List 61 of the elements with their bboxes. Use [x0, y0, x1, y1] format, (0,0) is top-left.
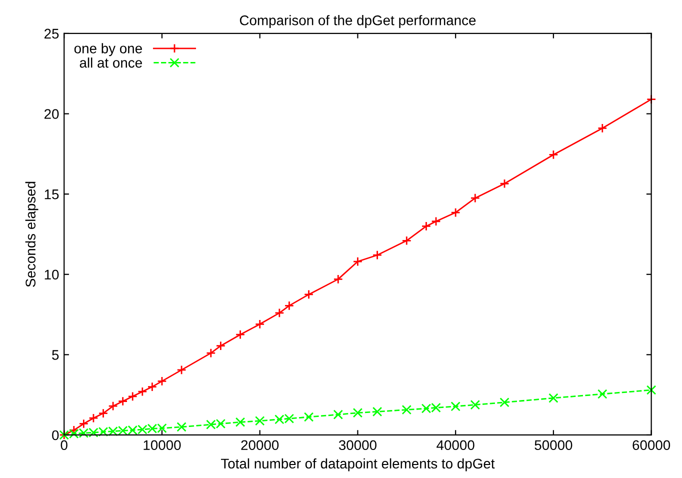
point	[470, 400, 480, 410]
point	[216, 340, 226, 351]
x-tick-label: 20000	[241, 440, 279, 450]
point	[284, 300, 294, 311]
point	[157, 376, 167, 386]
point	[235, 330, 246, 340]
y-tick-label: 25	[44, 28, 59, 39]
legend-label: all at once	[80, 58, 142, 68]
point	[333, 410, 343, 420]
point	[421, 221, 432, 232]
point	[138, 386, 148, 396]
y-tick-label: 15	[44, 190, 59, 200]
y-tick-label: 20	[44, 109, 59, 119]
point	[646, 385, 656, 395]
x-tick-label: 60000	[632, 440, 670, 450]
point	[352, 408, 363, 418]
point	[128, 392, 138, 402]
point	[147, 382, 158, 392]
point	[402, 236, 412, 246]
point	[372, 250, 382, 260]
y-tick-label: 0	[52, 430, 59, 440]
point	[598, 123, 608, 134]
point	[304, 290, 314, 300]
chart-title: Comparison of the dpGet performance	[240, 15, 476, 28]
point	[88, 413, 98, 423]
point	[254, 319, 265, 330]
y-axis-title: Seconds elapsed	[25, 182, 38, 287]
point	[118, 396, 128, 406]
point	[235, 417, 246, 427]
x-axis-title: Total number of datapoint elements to dpGet	[220, 458, 495, 472]
point	[78, 418, 89, 429]
point	[450, 402, 460, 412]
point	[108, 401, 118, 411]
point	[500, 398, 510, 408]
point	[402, 404, 412, 415]
x-tick-label: 40000	[436, 440, 474, 450]
y-tick-label: 5	[52, 350, 59, 360]
point	[206, 348, 216, 358]
point	[352, 256, 363, 266]
legend-label: one by one	[74, 43, 142, 56]
x-tick-label: 10000	[144, 440, 181, 450]
point	[500, 178, 510, 188]
point	[372, 406, 382, 417]
x-tick-label: 50000	[534, 440, 572, 450]
point	[548, 150, 558, 160]
x-tick-label: 0	[60, 440, 68, 450]
point	[176, 422, 186, 432]
point	[304, 412, 314, 422]
point	[176, 365, 186, 375]
point	[646, 94, 656, 104]
point	[98, 408, 108, 418]
point	[450, 208, 460, 218]
point	[431, 216, 441, 226]
point	[254, 416, 265, 426]
point	[598, 389, 608, 399]
y-tick-label: 10	[44, 270, 59, 280]
point	[333, 274, 343, 284]
point	[470, 193, 480, 203]
point	[548, 393, 558, 403]
point	[274, 308, 284, 318]
x-tick-label: 30000	[338, 440, 376, 450]
